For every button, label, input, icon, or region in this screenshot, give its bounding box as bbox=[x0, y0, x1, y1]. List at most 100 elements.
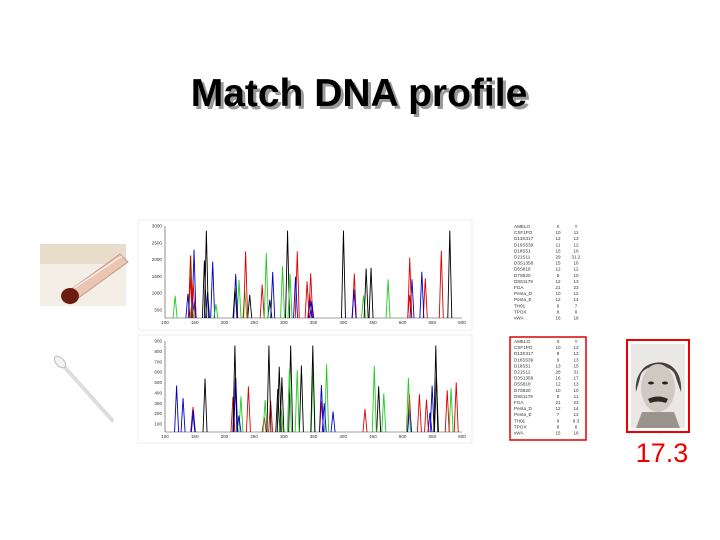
test-tube-photo bbox=[40, 244, 129, 306]
peak bbox=[298, 365, 304, 433]
peak bbox=[405, 377, 411, 433]
peak bbox=[424, 399, 429, 433]
peak bbox=[376, 386, 382, 433]
allele: 29 bbox=[555, 255, 561, 260]
allele: 13 bbox=[573, 357, 579, 362]
locus: vWA bbox=[514, 431, 524, 436]
peak bbox=[213, 304, 219, 319]
peak bbox=[341, 230, 346, 319]
x-tick-label: 100 bbox=[161, 434, 169, 439]
peak bbox=[407, 257, 413, 319]
peak bbox=[245, 386, 251, 433]
y-tick-label: 200 bbox=[154, 411, 162, 416]
peak bbox=[422, 278, 428, 319]
allele: 14 bbox=[573, 406, 579, 411]
allele: 21 bbox=[555, 400, 561, 405]
allele: 8 bbox=[575, 309, 578, 314]
peak bbox=[381, 393, 387, 433]
y-tick-label: 3000 bbox=[152, 224, 163, 229]
allele: 12 bbox=[573, 291, 579, 296]
peak bbox=[385, 279, 391, 319]
peak bbox=[247, 294, 253, 319]
peak bbox=[174, 385, 180, 433]
allele: 10 bbox=[555, 230, 561, 235]
suspect-sketch bbox=[626, 339, 690, 433]
locus: D5S818 bbox=[514, 267, 531, 272]
allele: 12 bbox=[555, 382, 561, 387]
allele: 13 bbox=[573, 351, 579, 356]
locus: TH01 bbox=[514, 303, 526, 308]
peak bbox=[190, 410, 196, 433]
peak bbox=[266, 345, 272, 433]
title-shadow: Match DNA profile bbox=[194, 75, 531, 118]
y-tick-label: 100 bbox=[154, 422, 162, 427]
allele: Y bbox=[574, 339, 577, 344]
allele: 15 bbox=[555, 431, 561, 436]
locus: TH01 bbox=[514, 418, 526, 423]
peak bbox=[363, 268, 369, 319]
peak bbox=[318, 385, 324, 433]
allele: 23 bbox=[573, 400, 579, 405]
peak bbox=[201, 260, 207, 319]
peak bbox=[236, 415, 242, 433]
y-tick-label: 2500 bbox=[152, 240, 163, 245]
allele: 17 bbox=[573, 376, 579, 381]
x-tick-label: 300 bbox=[280, 434, 288, 439]
peak bbox=[185, 293, 191, 319]
allele: 10 bbox=[555, 345, 561, 350]
peak bbox=[419, 271, 425, 319]
locus: Penta_E bbox=[514, 297, 532, 302]
x-tick-label: 350 bbox=[310, 434, 318, 439]
peak bbox=[304, 281, 310, 319]
peak bbox=[270, 271, 276, 319]
y-tick-label: 500 bbox=[154, 308, 162, 313]
allele: 12 bbox=[555, 236, 561, 241]
allele: 7 bbox=[557, 412, 560, 417]
locus: D3S1358 bbox=[514, 376, 534, 381]
allele: 13 bbox=[573, 412, 579, 417]
allele: X bbox=[556, 224, 559, 229]
allele: 6 bbox=[557, 303, 560, 308]
locus: D8S1179 bbox=[514, 394, 533, 399]
locus: Penta_D bbox=[514, 291, 533, 296]
peak bbox=[232, 287, 238, 319]
electropherogram: 3000 2500 2000 1500 1000 500 100 150 200 250 300 35… bbox=[137, 219, 473, 444]
peak bbox=[444, 390, 450, 433]
title: Match DNA profile bbox=[191, 72, 528, 115]
peak bbox=[202, 378, 208, 433]
peak bbox=[448, 388, 454, 433]
allele: 31.2 bbox=[572, 255, 581, 260]
allele: 8 bbox=[557, 394, 560, 399]
allele: 31 bbox=[573, 370, 579, 375]
peak bbox=[294, 370, 300, 433]
peak bbox=[288, 345, 294, 433]
peak bbox=[368, 267, 374, 319]
allele: 12 bbox=[555, 267, 561, 272]
allele: 9.3 bbox=[573, 418, 580, 423]
locus: D8S1179 bbox=[514, 279, 533, 284]
peak bbox=[309, 301, 315, 319]
locus: D13S317 bbox=[514, 351, 534, 356]
x-tick-label: 500 bbox=[399, 434, 407, 439]
allele: 8 bbox=[557, 309, 560, 314]
match-score: 17.3 bbox=[636, 438, 689, 468]
locus: Penta_D bbox=[514, 406, 533, 411]
locus: D3S1358 bbox=[514, 261, 534, 266]
allele: 9 bbox=[557, 351, 560, 356]
allele: 23 bbox=[573, 285, 579, 290]
y-tick-label: 1500 bbox=[152, 274, 163, 279]
x-tick-label: 400 bbox=[339, 434, 347, 439]
x-tick-label: 250 bbox=[250, 320, 258, 325]
allele: 28 bbox=[555, 370, 561, 375]
locus: Penta_E bbox=[514, 412, 532, 417]
allele: 11 bbox=[574, 394, 579, 399]
allele: 15 bbox=[555, 261, 561, 266]
locus: D13S317 bbox=[514, 236, 534, 241]
peak bbox=[172, 295, 178, 319]
peak bbox=[243, 251, 249, 319]
y-tick-label: 600 bbox=[154, 370, 162, 375]
y-tick-label: 400 bbox=[154, 390, 162, 395]
x-tick-label: 200 bbox=[221, 320, 229, 325]
peak bbox=[324, 364, 330, 433]
peak bbox=[188, 255, 193, 319]
